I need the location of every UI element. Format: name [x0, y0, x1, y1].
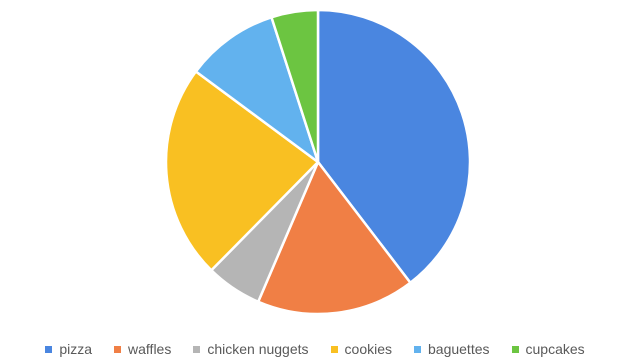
legend-swatch-chicken-nuggets [193, 345, 201, 353]
legend-swatch-pizza [45, 345, 53, 353]
legend-label-cupcakes: cupcakes [525, 341, 585, 357]
legend-label-baguettes: baguettes [428, 341, 490, 357]
legend-item-pizza: pizza [45, 341, 92, 357]
legend-item-chicken-nuggets: chicken nuggets [193, 341, 309, 357]
pie-slice-pizza [316, 8, 472, 284]
legend-item-baguettes: baguettes [414, 341, 490, 357]
legend-item-waffles: waffles [114, 341, 171, 357]
pie-plot-area [164, 8, 472, 316]
legend-label-pizza: pizza [59, 341, 93, 357]
legend: pizza waffles chicken nuggets cookies baguet… [0, 338, 630, 360]
pie-slice-cupcakes [270, 8, 320, 164]
pie-slice-baguettes [194, 16, 320, 164]
legend-swatch-cookies [330, 345, 338, 353]
legend-item-cupcakes: cupcakes [511, 341, 585, 357]
legend-label-chicken-nuggets: chicken nuggets [207, 341, 309, 357]
legend-label-cookies: cookies [344, 341, 392, 357]
pie-slice-cookies [164, 70, 320, 272]
legend-item-cookies: cookies [330, 341, 392, 357]
legend-swatch-baguettes [414, 345, 421, 353]
legend-swatch-waffles [114, 345, 122, 353]
legend-label-waffles: waffles [128, 341, 172, 357]
pie-slice-waffles [256, 160, 412, 316]
legend-swatch-cupcakes [511, 345, 519, 353]
